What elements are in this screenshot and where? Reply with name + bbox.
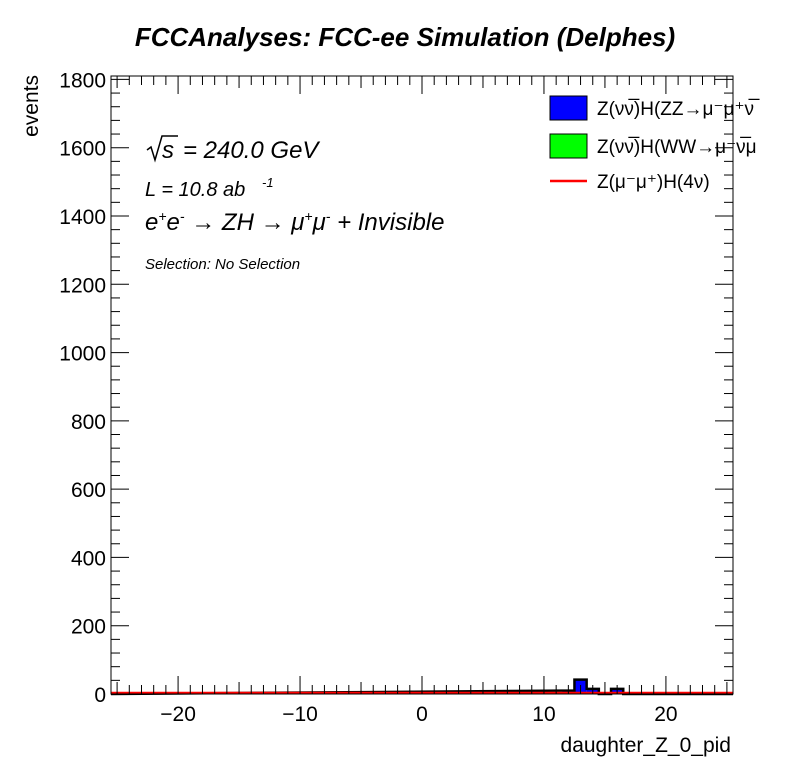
histogram-outline	[110, 678, 733, 696]
legend-label: Z(μ⁻μ⁺)H(4ν)	[597, 172, 710, 193]
x-tick-label: 20	[654, 703, 677, 726]
x-tick-label: 0	[416, 703, 428, 726]
legend: Z(νν̅)H(ZZ→μ⁻μ⁺ν̅ Z(νν̅)H(WW→μ⁻ν̅μ Z(μ⁻μ⁺)…	[549, 95, 760, 193]
x-tick-label: −20	[160, 703, 196, 726]
x-tick-labels: −20 −10 0 10 20	[160, 703, 677, 726]
y-tick-label: 1000	[59, 343, 106, 366]
y-tick-label: 600	[71, 479, 106, 502]
luminosity-text: L = 10.8 ab	[145, 179, 245, 201]
chart-title: FCCAnalyses: FCC-ee Simulation (Delphes)	[135, 22, 675, 52]
y-tick-label: 1800	[59, 69, 106, 92]
annotation-luminosity: L = 10.8 ab -1	[145, 175, 274, 201]
sqrt-s-variable: s	[162, 137, 174, 164]
luminosity-exponent: -1	[262, 175, 274, 190]
sqrt-symbol-icon	[146, 135, 178, 163]
x-tick-label: 10	[532, 703, 555, 726]
y-axis-label: events	[20, 75, 43, 137]
legend-label: Z(νν̅)H(ZZ→μ⁻μ⁺ν̅	[597, 99, 760, 120]
legend-swatch	[549, 133, 588, 159]
y-tick-label: 1200	[59, 274, 106, 297]
legend-swatch	[549, 95, 588, 121]
y-tick-label: 200	[71, 616, 106, 639]
x-tick-label: −10	[282, 703, 318, 726]
y-tick-label: 800	[71, 411, 106, 434]
y-tick-label: 0	[94, 684, 106, 707]
y-tick-label: 1600	[59, 138, 106, 161]
annotation-energy: s = 240.0 GeV	[146, 135, 320, 164]
x-axis-label: daughter_Z_0_pid	[561, 734, 731, 757]
annotation-selection: Selection: No Selection	[145, 256, 300, 273]
legend-label: Z(νν̅)H(WW→μ⁻ν̅μ	[597, 137, 757, 158]
y-axis-ticks	[111, 78, 733, 695]
y-tick-label: 1400	[59, 206, 106, 229]
y-tick-label: 400	[71, 547, 106, 570]
y-tick-labels: 0 200 400 600 800 1000 1200 1400 1600 1800	[59, 69, 106, 707]
annotation-process: e+e- → ZH → μ+μ- + Invisible	[145, 208, 444, 236]
sqrt-s-value: = 240.0 GeV	[183, 137, 320, 164]
x-axis-ticks	[116, 76, 728, 694]
